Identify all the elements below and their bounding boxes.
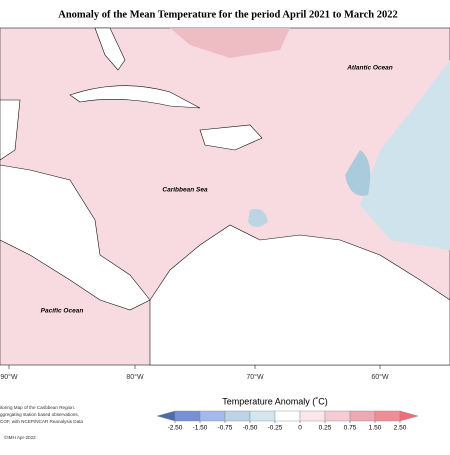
- cuba: [69, 85, 201, 109]
- legend-swatch: [349, 410, 376, 422]
- south-america: [149, 224, 450, 366]
- lon-label: 80°W: [126, 373, 144, 381]
- legend-swatch: [249, 410, 276, 422]
- lon-label: 60°W: [371, 373, 389, 381]
- lon-label: 70°W: [246, 373, 264, 381]
- legend-tick-label: 0.75: [344, 425, 357, 432]
- legend-swatch: [324, 410, 351, 422]
- cool-patch: [360, 60, 450, 250]
- note-line: ggregating station based observations,: [0, 412, 79, 417]
- legend-tick-label: -0.50: [243, 425, 258, 432]
- note-line: COF, with NCEP/NCAR Reanalysis Data: [0, 419, 83, 424]
- lon-label: 90°W: [0, 373, 18, 381]
- legend-tick-label: 1.50: [369, 425, 382, 432]
- note-line: itoring Map of the Caribbean Region.: [0, 405, 75, 410]
- legend-swatch: [399, 410, 419, 422]
- legend-swatch: [224, 410, 251, 422]
- legend-swatch: [174, 410, 201, 422]
- legend-tick-label: 0: [298, 425, 302, 432]
- cool-patch: [345, 150, 371, 196]
- legend-tick-label: -2.50: [168, 425, 183, 432]
- cool-patch: [248, 208, 268, 227]
- legend-swatch: [274, 410, 301, 422]
- legend-swatch: [374, 410, 401, 422]
- florida: [94, 27, 126, 71]
- hispaniola: [199, 124, 263, 151]
- legend-swatch: [199, 410, 226, 422]
- legend-tick-label: 0.25: [319, 425, 332, 432]
- legend-tick-label: 2.50: [394, 425, 407, 432]
- warm-patch: [170, 28, 290, 58]
- map-title: Anomaly of the Mean Temperature for the …: [58, 9, 397, 20]
- map: Atlantic Ocean Caribbean Sea Pacific Oce…: [0, 27, 450, 366]
- legend-tick-label: -0.25: [268, 425, 283, 432]
- ocean-label: Caribbean Sea: [162, 187, 208, 194]
- legend-tick-label: -1.50: [193, 425, 208, 432]
- ocean-label: Atlantic Ocean: [346, 65, 393, 72]
- legend-tick-label: -0.75: [218, 425, 233, 432]
- legend-swatch: [156, 410, 176, 422]
- legend-title: Temperature Anomaly (˚C): [222, 396, 328, 406]
- credit: ©IMH Apr-2022: [4, 434, 36, 440]
- yucatan: [0, 99, 21, 161]
- legend-swatch: [299, 410, 326, 422]
- ocean-label: Pacific Ocean: [41, 308, 84, 315]
